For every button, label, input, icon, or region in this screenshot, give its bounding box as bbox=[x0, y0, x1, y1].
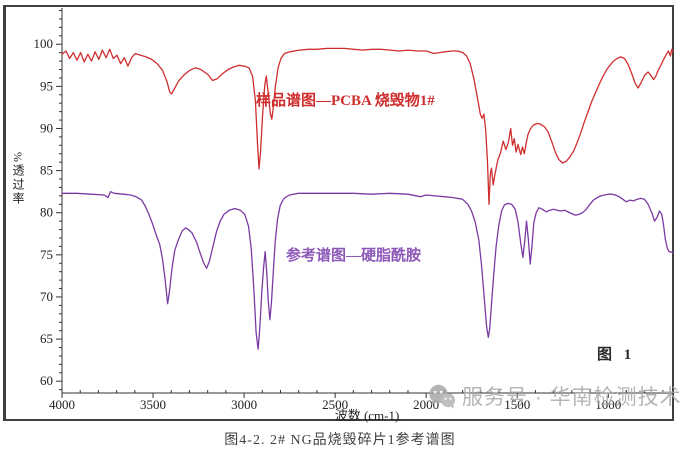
x-tick-label: 2000 bbox=[413, 397, 439, 412]
y-tick-label: 85 bbox=[40, 163, 53, 178]
y-tick-label: 70 bbox=[40, 289, 53, 304]
x-tick-label: 1500 bbox=[504, 397, 530, 412]
x-tick-label: 3000 bbox=[231, 397, 257, 412]
reference-spectrum-label: 参考谱图—硬脂酰胺 bbox=[286, 248, 422, 264]
wechat-icon bbox=[429, 384, 455, 409]
x-tick-label: 4000 bbox=[49, 397, 75, 412]
figure-number-label: 图 1 bbox=[597, 347, 636, 363]
y-tick-label: 100 bbox=[34, 36, 54, 51]
figure-caption: 图4-2. 2# NG品烧毁碎片1参考谱图 bbox=[224, 433, 456, 448]
y-axis-title: %透过率 bbox=[11, 152, 25, 206]
y-tick-label: 95 bbox=[40, 78, 53, 93]
x-tick-label: 1000 bbox=[595, 397, 621, 412]
chart-frame bbox=[3, 5, 674, 421]
watermark-text: 服务号 · 华南检测技术 bbox=[462, 386, 680, 409]
x-axis-title: 波数 (cm-1) bbox=[334, 408, 400, 423]
y-tick-label: 90 bbox=[40, 120, 53, 135]
reference-spectrum-line bbox=[61, 191, 674, 350]
y-tick-label: 80 bbox=[40, 205, 53, 220]
y-tick-label: 60 bbox=[40, 373, 53, 388]
y-tick-label: 65 bbox=[40, 331, 53, 346]
sample-spectrum-line bbox=[61, 47, 674, 205]
watermark: 服务号 · 华南检测技术 bbox=[428, 381, 680, 411]
x-tick-label: 2500 bbox=[322, 397, 348, 412]
x-tick-label: 3500 bbox=[140, 397, 166, 412]
sample-spectrum-label: 样品谱图—PCBA 烧毁物1# bbox=[256, 93, 435, 109]
y-tick-label: 75 bbox=[40, 247, 53, 262]
